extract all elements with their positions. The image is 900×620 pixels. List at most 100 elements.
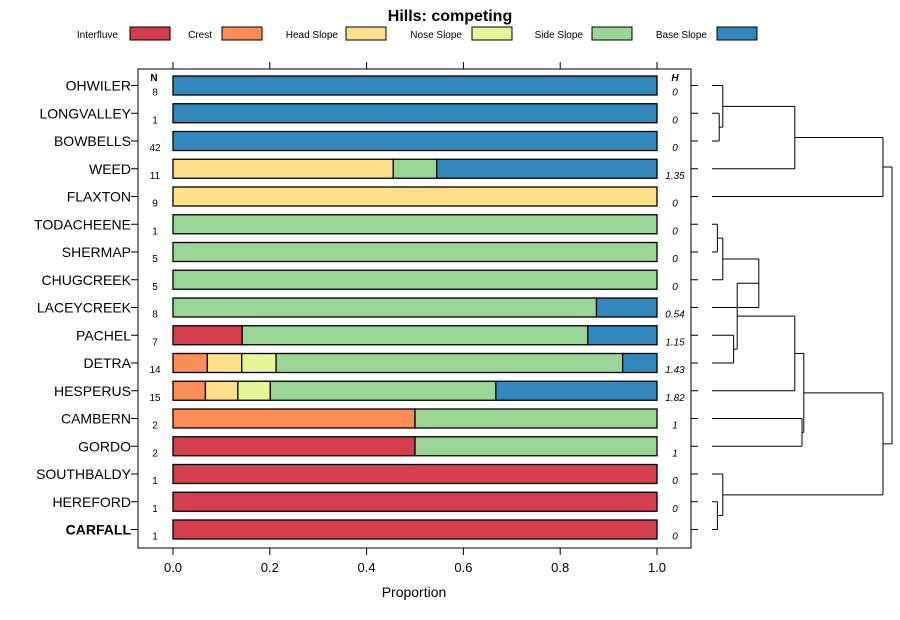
- n-value: 7: [152, 337, 158, 348]
- row: SOUTHBALDY 1 0: [36, 463, 698, 487]
- h-value: 1: [672, 448, 678, 459]
- x-tick-label: 1.0: [648, 560, 666, 575]
- h-value: 0: [672, 504, 678, 515]
- row: WEED 11 1.35: [89, 158, 698, 182]
- h-value: 0: [672, 532, 678, 543]
- chart-title: Hills: competing: [388, 8, 512, 25]
- row-label: SOUTHBALDY: [36, 466, 132, 482]
- row: CAMBERN 2 1: [61, 408, 698, 432]
- row: FLAXTON 9 0: [67, 186, 698, 210]
- row: LONGVALLEY 1 0: [39, 103, 698, 126]
- x-axis-label: Proportion: [382, 584, 447, 600]
- h-value: 1.15: [665, 337, 685, 348]
- bar-segment-head-slope: [206, 352, 243, 374]
- h-value: 0: [672, 88, 678, 99]
- row-label: LONGVALLEY: [39, 105, 131, 121]
- bar-segment-interfluve: [172, 519, 658, 540]
- n-value: 11: [150, 171, 161, 182]
- bar-segment-base-slope: [595, 297, 658, 318]
- bar-segment-interfluve: [172, 436, 416, 457]
- bar-segment-head-slope: [204, 380, 239, 401]
- n-value: 5: [152, 282, 158, 293]
- row-label: BOWBELLS: [54, 133, 131, 149]
- h-value: 1.35: [665, 171, 685, 182]
- bar-segment-nose-slope: [241, 352, 277, 374]
- row: LACEYCREEK 8 0.54: [37, 297, 698, 321]
- n-value: 5: [152, 254, 158, 265]
- row-label: FLAXTON: [67, 189, 131, 205]
- bar-segment-side-slope: [275, 352, 624, 374]
- row-label: DETRA: [84, 355, 132, 371]
- bar-segment-base-slope: [495, 380, 658, 401]
- bar-segment-interfluve: [172, 491, 658, 512]
- h-value: 0: [672, 254, 678, 265]
- bar-segment-base-slope: [172, 75, 658, 96]
- row: CHUGCREEK 5 0: [42, 269, 698, 293]
- bar-segment-base-slope: [172, 130, 658, 152]
- n-value: 1: [152, 532, 158, 543]
- n-value: 1: [152, 226, 158, 237]
- row-label: CHUGCREEK: [42, 272, 132, 288]
- row: HESPERUS 15 1.82: [54, 380, 698, 404]
- row-label: SHERMAP: [62, 244, 131, 260]
- row: SHERMAP 5 0: [62, 241, 698, 265]
- legend-swatch: [591, 26, 633, 41]
- bar-segment-side-slope: [172, 214, 658, 235]
- legend-label: Head Slope: [286, 30, 339, 41]
- row: TODACHEENE 1 0: [34, 214, 698, 237]
- x-tick-label: 0.0: [164, 560, 182, 575]
- h-value: 0.54: [665, 310, 685, 321]
- bar-segment-base-slope: [621, 352, 658, 374]
- row: DETRA 14 1.43: [84, 352, 698, 376]
- legend-label: Interfluve: [77, 30, 119, 41]
- bar-segment-interfluve: [172, 463, 658, 485]
- x-axis: 0.0 0.2 0.4 0.6 0.8 1.0: [164, 548, 666, 575]
- bar-segment-side-slope: [172, 297, 598, 318]
- bar-segment-side-slope: [172, 269, 658, 290]
- legend-swatch: [471, 26, 513, 41]
- row-label: HEREFORD: [52, 494, 131, 510]
- top-axis-ticks: [172, 62, 658, 69]
- bar-segment-interfluve: [172, 325, 243, 346]
- h-value: 1.43: [665, 365, 685, 376]
- n-value: 2: [152, 421, 158, 432]
- h-value: 0: [672, 226, 678, 237]
- dendrogram: [712, 85, 893, 530]
- x-tick-label: 0.2: [261, 560, 279, 575]
- h-value: 1: [672, 421, 678, 432]
- n-value: 8: [152, 310, 158, 321]
- n-value: 42: [149, 143, 161, 154]
- row-label: PACHEL: [76, 327, 131, 343]
- row: HEREFORD 1 0: [52, 491, 698, 515]
- bar-segment-base-slope: [436, 158, 658, 179]
- n-value: 1: [152, 504, 158, 515]
- legend-swatch: [129, 26, 171, 41]
- legend-label: Base Slope: [656, 30, 708, 41]
- h-value: 1.82: [665, 393, 685, 404]
- bar-segment-base-slope: [587, 325, 658, 346]
- row-label: TODACHEENE: [34, 216, 131, 232]
- plot-panel: [137, 68, 692, 549]
- h-column-header: H: [671, 73, 679, 84]
- legend-swatch: [221, 26, 263, 41]
- row-label: WEED: [89, 161, 131, 177]
- n-value: 14: [149, 365, 161, 376]
- n-value: 1: [152, 115, 158, 126]
- row-label: OHWILER: [66, 78, 131, 94]
- h-value: 0: [672, 143, 678, 154]
- x-tick-label: 0.4: [358, 560, 376, 575]
- bar-segment-head-slope: [172, 186, 658, 207]
- n-column-header: N: [150, 73, 157, 84]
- row: CARFALL 1 0: [66, 519, 698, 543]
- bar-segment-crest: [172, 408, 416, 429]
- n-value: 2: [152, 448, 158, 459]
- n-value: 9: [152, 199, 158, 210]
- bar-segment-side-slope: [392, 158, 438, 179]
- legend: Interfluve Crest Head Slope Nose Slope Side …: [77, 26, 758, 41]
- row-label: CARFALL: [66, 522, 132, 538]
- legend-swatch: [716, 26, 758, 41]
- row: OHWILER 8 0: [66, 75, 698, 99]
- bar-segment-head-slope: [172, 158, 394, 179]
- bar-segment-base-slope: [172, 103, 658, 124]
